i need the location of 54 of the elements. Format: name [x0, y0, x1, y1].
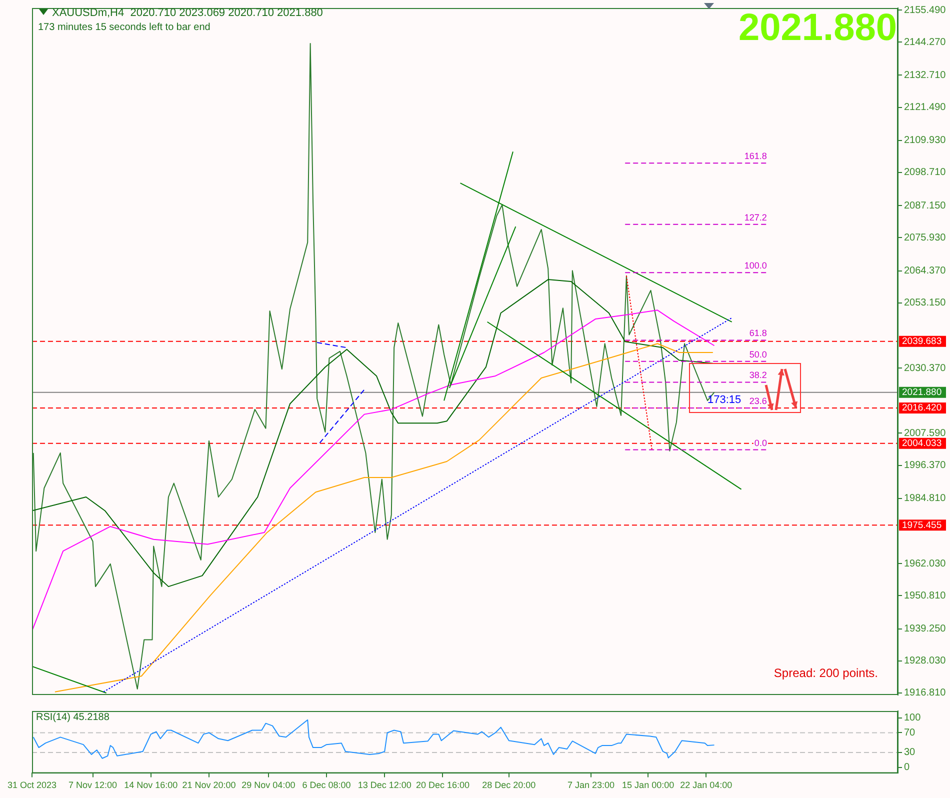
y-tick-label: 2053.150 [904, 298, 946, 309]
y-tick-label: 2007.590 [904, 428, 946, 439]
x-tick-label: 22 Jan 04:00 [680, 780, 732, 790]
x-tick-label: 15 Jan 00:00 [622, 780, 674, 790]
series-label: 23.6 [749, 396, 767, 406]
series-label: 127.2 [744, 212, 767, 222]
y-tick-label: 100 [904, 712, 922, 724]
y-tick-label: 0 [904, 762, 910, 774]
annotation: XAUUSDm,H4 2020.710 2023.069 2020.710 2021.880 [52, 7, 323, 19]
y-tick-label: 1950.810 [904, 590, 946, 602]
y-tick-label: 2132.710 [904, 70, 946, 81]
y-tick-label: 1984.810 [904, 493, 946, 504]
ref-line-label: 2004.033 [902, 438, 942, 450]
y-tick-label: 1939.250 [904, 624, 946, 635]
x-tick-label: 7 Nov 12:00 [68, 780, 118, 790]
series-label: 38.2 [749, 370, 767, 380]
y-tick-label: 2030.370 [904, 362, 946, 374]
x-tick-label: 6 Dec 08:00 [302, 780, 351, 790]
annotation: 2021.880 [738, 7, 897, 49]
series-label: 50.0 [749, 349, 767, 360]
y-tick-label: 2064.370 [904, 266, 946, 277]
series-label: 100.0 [744, 260, 767, 271]
x-tick-label: 29 Nov 04:00 [242, 780, 296, 790]
series-label: 0.0 [754, 438, 767, 448]
annotation: RSI(14) 45.2188 [36, 712, 110, 723]
x-tick-label: 13 Dec 12:00 [358, 780, 412, 790]
annotation: 173 minutes 15 seconds left to bar end [38, 22, 210, 33]
y-tick-label: 1996.370 [904, 460, 946, 472]
x-tick-label: 28 Dec 20:00 [482, 780, 536, 790]
annotation: 173:15 [708, 394, 742, 406]
ref-line-label: 2039.683 [902, 336, 942, 348]
annotation: Spread: 200 points. [774, 666, 878, 680]
y-tick-label: 1928.030 [904, 656, 946, 667]
y-tick-label: 1916.810 [904, 688, 946, 699]
y-tick-label: 2109.930 [904, 135, 946, 146]
y-tick-label: 2155.490 [904, 4, 946, 16]
x-tick-label: 31 Oct 2023 [7, 780, 57, 790]
x-tick-label: 14 Nov 16:00 [124, 780, 178, 790]
y-tick-label: 2121.490 [904, 102, 946, 114]
x-tick-label: 7 Jan 23:00 [567, 780, 615, 790]
series-label: 161.8 [744, 151, 767, 162]
ref-line-label: 2016.420 [902, 402, 942, 414]
y-tick-label: 2087.150 [904, 200, 946, 212]
x-tick-label: 20 Dec 16:00 [416, 780, 470, 790]
series-label: 61.8 [749, 328, 767, 338]
y-tick-label: 70 [904, 727, 916, 738]
ref-line-label: 1975.455 [902, 520, 942, 531]
y-tick-label: 30 [904, 747, 916, 758]
y-tick-label: 1962.030 [904, 558, 946, 570]
x-tick-label: 21 Nov 20:00 [182, 780, 236, 790]
y-tick-label: 2098.710 [904, 167, 946, 178]
y-tick-label: 2144.270 [904, 36, 946, 48]
ref-line-label: 2021.880 [902, 386, 942, 398]
y-tick-label: 2075.930 [904, 232, 946, 244]
